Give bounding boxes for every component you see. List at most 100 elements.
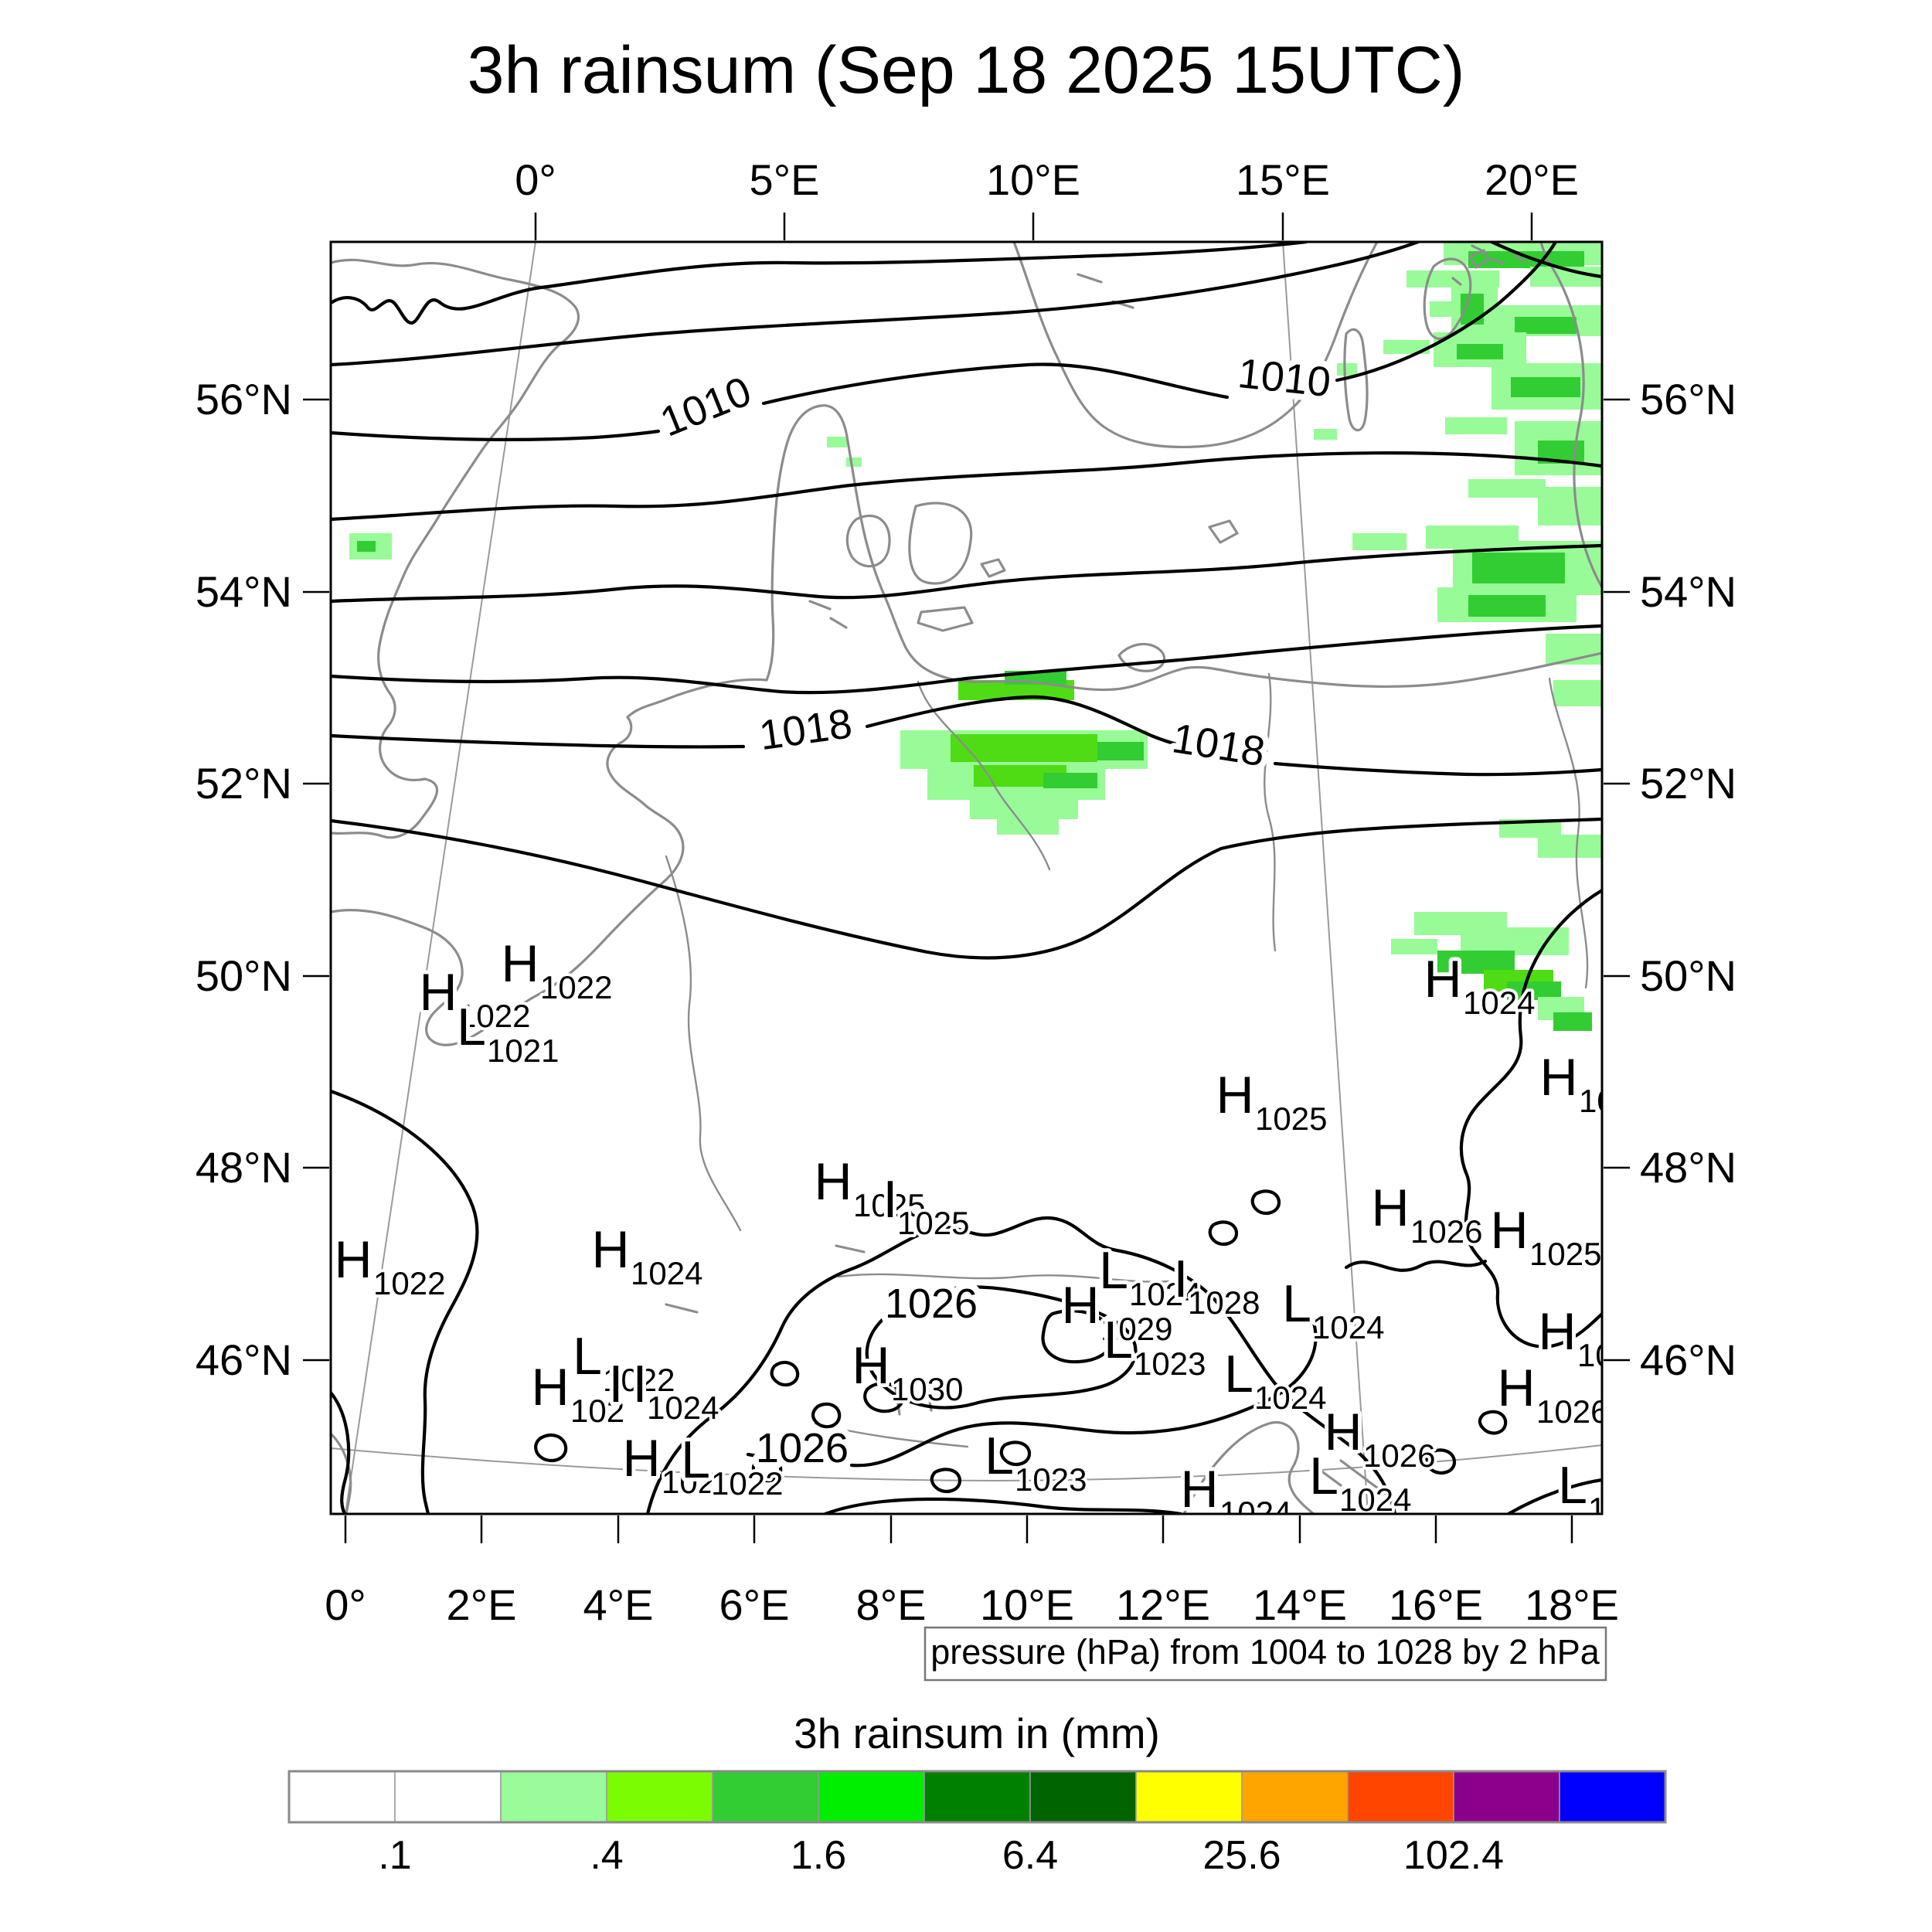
colorbar-cell <box>288 1770 396 1823</box>
rain-cell <box>1553 1012 1592 1031</box>
axis-label: 14°E <box>1253 1580 1347 1629</box>
rain-cell <box>1457 344 1503 359</box>
pressure-marker-value: 1026 <box>1363 1437 1435 1474</box>
isobar-1024-ring <box>645 1216 1397 1514</box>
isobar-ne-corner <box>1489 242 1602 279</box>
colorbar-cell <box>606 1770 713 1823</box>
pressure-marker: L 1023 <box>981 1423 1090 1501</box>
colorbar-tick-label: 6.4 <box>1002 1833 1058 1878</box>
pressure-marker: H 1025 <box>810 1148 928 1226</box>
axis-label: 5°E <box>750 155 820 204</box>
pressure-marker-letter: H <box>591 1220 629 1279</box>
coast-zealand <box>908 502 973 585</box>
colorbar <box>287 1770 1667 1824</box>
pressure-marker: H 1026 <box>1534 1298 1602 1376</box>
colorbar-cell <box>394 1770 502 1823</box>
pressure-marker-value: 1024 <box>1312 1309 1384 1345</box>
isobar-1014 <box>331 543 1602 604</box>
axis-label: 46°N <box>196 1335 292 1384</box>
map-frame <box>329 240 1604 1515</box>
pressure-marker: H 1024 <box>1420 946 1538 1024</box>
coast-bornholm <box>1208 519 1239 544</box>
colorbar-legend: 3h rainsum in (mm) .1 .4 1.6 6.4 25.6 102.4 <box>287 1709 1667 1878</box>
axis-label: 10°E <box>986 155 1080 204</box>
pressure-marker: I 1024 <box>629 1351 723 1429</box>
meridian-0deg <box>345 242 536 1514</box>
rain-cell <box>1468 251 1584 268</box>
pressure-marker-value: 1024 <box>1254 1379 1326 1416</box>
rain-cell <box>846 457 862 467</box>
isobar-value-label: 1010 <box>1236 350 1333 406</box>
axis-label: 48°N <box>1640 1143 1736 1192</box>
pressure-marker-value: 102 <box>662 1464 716 1500</box>
rain-cell <box>357 541 376 552</box>
pressure-marker-letter: I <box>609 1355 624 1413</box>
rain-cell <box>1553 680 1602 706</box>
coast-lolland <box>917 606 974 632</box>
river-rhine <box>665 855 742 1232</box>
coast-adriatic <box>1182 1421 1315 1514</box>
pressure-marker-value: 1024 <box>631 1255 702 1291</box>
isobar-1028-blob <box>1041 1309 1114 1364</box>
coast-britain <box>331 258 580 839</box>
pressure-marker: L 1022 <box>677 1427 786 1505</box>
pressure-marker-value: 1022 <box>458 998 530 1034</box>
pressure-marker: H 1022 <box>331 1226 448 1304</box>
isobar-1008 <box>331 242 1420 367</box>
pressure-marker-letter: I <box>1174 1250 1189 1308</box>
isobar-value-label: 1018 <box>1169 715 1268 775</box>
pressure-marker: L 1021 <box>453 994 562 1072</box>
archipelago-dots <box>808 244 1526 629</box>
pressure-marker-value: 1023 <box>1134 1345 1206 1382</box>
axis-label: 15°E <box>1236 155 1330 204</box>
coast-small-island <box>980 558 1006 578</box>
colorbar-cell <box>923 1770 1031 1823</box>
rain-cell <box>970 796 1078 819</box>
coast-funen <box>845 514 891 568</box>
pressure-marker-letter: H <box>1180 1460 1218 1519</box>
colorbar-cell <box>1241 1770 1349 1823</box>
pressure-marker: H 1024 <box>1176 1456 1294 1519</box>
pressure-marker-value: 1028 <box>1188 1284 1260 1321</box>
rain-layer <box>349 242 1602 1031</box>
isobar-1022-west <box>331 1089 479 1514</box>
axis-label: 50°N <box>1640 951 1736 1000</box>
isobars <box>331 242 1602 1514</box>
colorbar-cell <box>1135 1770 1243 1823</box>
pressure-marker-letter: H <box>1490 1201 1528 1260</box>
pressure-marker: H 1025 <box>1212 1062 1330 1140</box>
rain-cell <box>951 734 1097 762</box>
right-axis: 56°N 54°N 52°N 50°N 48°N 46°N <box>1604 375 1736 1384</box>
axis-label: 0° <box>325 1580 366 1629</box>
coast-baltic-ne <box>1539 242 1602 589</box>
pressure-marker-value: 1022 <box>603 1362 675 1398</box>
rain-cell <box>1097 742 1144 760</box>
pressure-marker: H 1030 <box>848 1332 966 1410</box>
plot-title: 3h rainsum (Sep 18 2025 15UTC) <box>468 33 1465 107</box>
pressure-marker: H 1026 <box>1367 1175 1485 1253</box>
left-axis: 56°N 54°N 52°N 50°N 48°N 46°N <box>196 375 329 1384</box>
axis-label: 56°N <box>196 375 292 423</box>
isobar-1020 <box>331 817 1602 960</box>
pressure-marker: L 1024 <box>1095 1237 1204 1315</box>
rain-cell <box>997 819 1059 835</box>
pressure-marker-letter: H <box>501 934 539 993</box>
pressure-marker: L 1024 <box>1554 1452 1602 1514</box>
pressure-marker-letter: I <box>633 1355 648 1413</box>
river-oder <box>1264 672 1277 952</box>
rain-cell <box>1043 773 1097 788</box>
pressure-marker-value: 1025 <box>853 1187 925 1223</box>
pressure-marker: H 102 <box>527 1354 628 1432</box>
pressure-marker-letter: I <box>883 1170 898 1229</box>
isobar-se-corner <box>1506 1478 1602 1514</box>
pressure-marker-letter: L <box>1099 1241 1128 1300</box>
pressure-marker-value: 1023 <box>1015 1461 1087 1498</box>
pressure-marker-letter: L <box>457 998 486 1056</box>
pressure-marker-value: 1025 <box>897 1205 969 1241</box>
axis-label: 20°E <box>1485 155 1579 204</box>
pressure-marker: I <box>605 1351 628 1417</box>
axis-label: 54°N <box>196 567 292 616</box>
axis-label: 10°E <box>980 1580 1074 1629</box>
